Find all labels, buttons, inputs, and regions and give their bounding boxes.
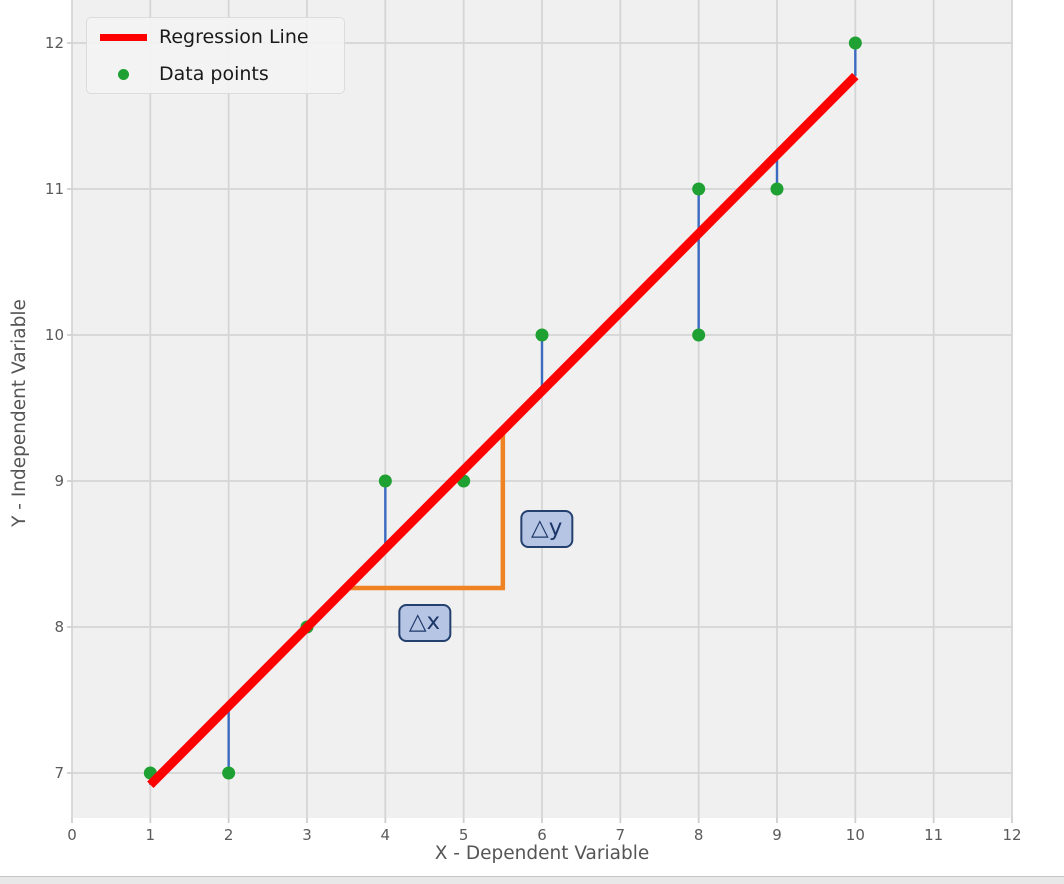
delta-x-annotation: △x: [397, 603, 452, 642]
x-tick-label: 4: [380, 826, 391, 844]
x-tick-label: 10: [845, 826, 865, 844]
legend-item-data-points: Data points: [87, 56, 344, 92]
data-point: [692, 182, 706, 196]
data-point: [770, 182, 784, 196]
regression-line-swatch: [99, 33, 147, 41]
x-tick-label: 3: [302, 826, 312, 844]
y-tick-label: 10: [44, 326, 64, 344]
x-tick-label: 12: [1002, 826, 1022, 844]
y-axis-label: Y - Independent Variable: [9, 299, 30, 527]
y-tick-label: 11: [44, 180, 64, 198]
delta-y-annotation: △y: [520, 510, 574, 549]
legend-label-data-points: Data points: [159, 63, 269, 85]
data-point: [222, 766, 236, 780]
x-tick-label: 5: [458, 826, 469, 844]
y-tick-label: 12: [44, 34, 64, 52]
legend-line-swatch-area: [87, 33, 159, 41]
data-point: [848, 36, 862, 50]
legend-dot-swatch-area: [87, 68, 159, 80]
y-tick-label: 9: [54, 472, 64, 490]
window-bottom-edge: [0, 876, 1064, 884]
x-tick-label: 11: [924, 826, 944, 844]
data-points-swatch: [117, 68, 129, 80]
legend: Regression Line Data points: [86, 17, 345, 94]
data-point: [692, 328, 706, 342]
data-point: [378, 474, 392, 488]
x-tick-label: 9: [772, 826, 782, 844]
x-axis-label: X - Dependent Variable: [434, 843, 650, 864]
legend-label-regression-line: Regression Line: [159, 26, 309, 48]
legend-item-regression-line: Regression Line: [87, 19, 344, 55]
x-tick-label: 7: [615, 826, 626, 844]
data-point: [535, 328, 549, 342]
x-tick-label: 0: [67, 826, 77, 844]
regression-line: [147, 72, 859, 788]
x-tick-label: 1: [145, 826, 156, 844]
y-tick-label: 7: [54, 764, 64, 782]
x-tick-label: 8: [693, 826, 704, 844]
x-tick-label: 6: [537, 826, 547, 844]
x-tick-label: 2: [223, 826, 234, 844]
y-tick-label: 8: [54, 618, 64, 636]
